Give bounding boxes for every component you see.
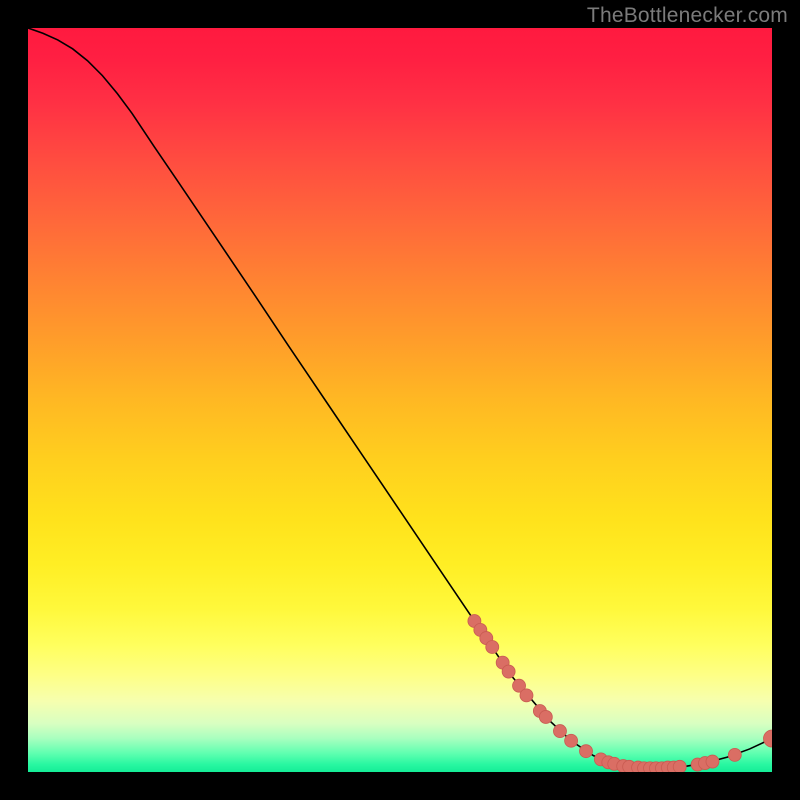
chart-frame: TheBottlenecker.com — [0, 0, 800, 800]
data-marker — [706, 755, 719, 768]
data-marker — [553, 725, 566, 738]
data-marker — [520, 689, 533, 702]
data-marker — [673, 760, 686, 773]
bottleneck-curve-chart — [0, 0, 800, 800]
data-marker — [486, 641, 499, 654]
plot-container — [0, 0, 800, 800]
data-marker — [565, 734, 578, 747]
data-marker — [539, 710, 552, 723]
watermark-text: TheBottlenecker.com — [587, 4, 788, 28]
data-marker — [502, 665, 515, 678]
data-marker — [728, 748, 741, 761]
data-marker — [580, 745, 593, 758]
plot-background-gradient — [28, 28, 772, 772]
